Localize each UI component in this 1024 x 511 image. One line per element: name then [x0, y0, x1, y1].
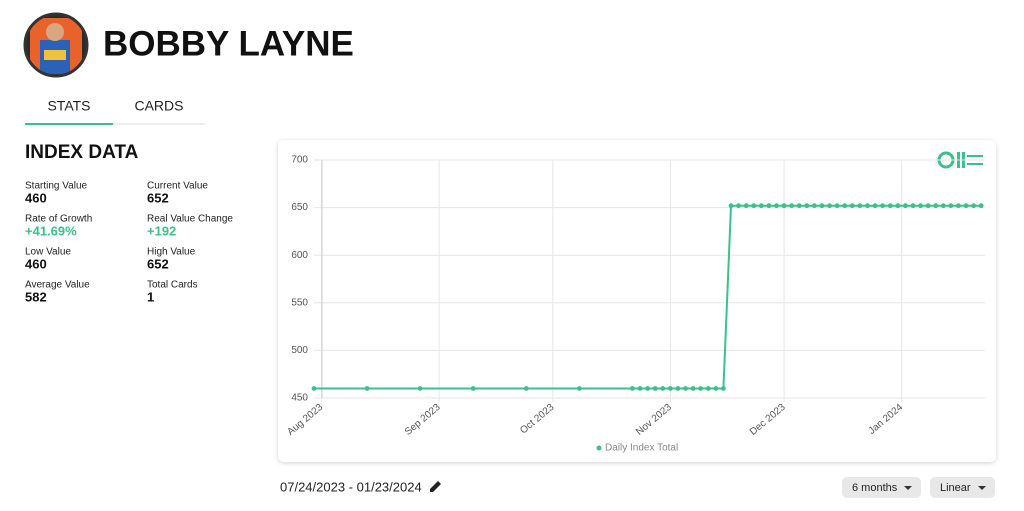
data-point: [781, 203, 787, 209]
period-label: 6 months: [852, 482, 898, 494]
stat-label: Total Cards: [147, 280, 198, 291]
legend-marker: [596, 445, 602, 451]
chart-card: [278, 140, 996, 462]
data-point: [667, 386, 673, 391]
data-point: [523, 386, 529, 391]
data-point: [910, 203, 916, 209]
data-point: [675, 386, 681, 391]
data-point: [645, 386, 651, 391]
data-point: [872, 203, 878, 209]
stat-label: Rate of Growth: [25, 214, 92, 225]
date-range: 07/24/2023 - 01/23/2024: [280, 479, 422, 494]
edit-icon[interactable]: [430, 481, 441, 492]
tab[interactable]: CARDS: [134, 98, 183, 114]
data-point: [766, 203, 772, 209]
data-point: [713, 386, 719, 391]
data-point: [978, 203, 984, 209]
data-point: [758, 203, 764, 209]
dropdown-arrow: [978, 486, 986, 490]
data-point: [804, 203, 810, 209]
stat-label: Current Value: [147, 181, 208, 192]
data-point: [948, 203, 954, 209]
stat-value: +192: [147, 223, 176, 238]
y-tick-label: 450: [291, 393, 308, 404]
data-point: [971, 203, 977, 209]
data-point: [311, 386, 317, 391]
data-point: [637, 386, 643, 391]
stat-label: Average Value: [25, 280, 90, 291]
data-point: [834, 203, 840, 209]
data-point: [925, 203, 931, 209]
data-point: [902, 203, 908, 209]
data-point: [963, 203, 969, 209]
y-tick-label: 700: [291, 155, 308, 166]
data-point: [576, 386, 582, 391]
data-point: [751, 203, 757, 209]
data-point: [857, 203, 863, 209]
data-point: [827, 203, 832, 209]
data-point: [736, 203, 741, 209]
stat-label: High Value: [147, 247, 196, 258]
data-point: [417, 386, 423, 391]
player-name: BOBBY LAYNE: [103, 24, 354, 63]
data-point: [690, 386, 696, 391]
stat-value: 1: [147, 289, 154, 304]
legend-label: Daily Index Total: [605, 443, 678, 454]
stat-label: Low Value: [25, 247, 71, 258]
tab[interactable]: STATS: [47, 98, 90, 114]
scale-label: Linear: [940, 482, 971, 494]
stat-value: 652: [147, 256, 169, 271]
period-select[interactable]: [842, 477, 921, 498]
data-point: [865, 203, 870, 209]
data-point: [705, 386, 711, 391]
data-point: [819, 203, 825, 209]
stat-value: +41.69%: [25, 223, 77, 238]
data-point: [842, 203, 848, 209]
data-point: [940, 203, 946, 209]
y-tick-label: 550: [291, 297, 308, 308]
data-point: [743, 203, 749, 209]
data-point: [933, 203, 939, 209]
data-point: [698, 386, 704, 391]
data-point: [789, 203, 795, 209]
data-point: [728, 203, 734, 209]
data-point: [796, 203, 802, 209]
stat-value: 652: [147, 190, 169, 205]
data-point: [721, 386, 726, 391]
avatar: [23, 12, 89, 78]
section-title: INDEX DATA: [25, 142, 139, 163]
data-point: [774, 203, 779, 209]
data-point: [652, 386, 658, 391]
data-point: [918, 203, 923, 209]
data-point: [470, 386, 476, 391]
stat-label: Starting Value: [25, 181, 88, 192]
stat-value: 460: [25, 256, 47, 271]
data-point: [880, 203, 886, 209]
data-point: [812, 203, 817, 209]
dropdown-arrow: [904, 486, 912, 490]
data-point: [956, 203, 961, 209]
data-point: [895, 203, 901, 209]
y-tick-label: 500: [291, 345, 308, 356]
stat-value: 582: [25, 289, 47, 304]
stat-value: 460: [25, 190, 47, 205]
data-point: [364, 386, 370, 391]
y-tick-label: 600: [291, 250, 308, 261]
y-tick-label: 650: [291, 202, 308, 213]
data-point: [683, 386, 688, 391]
scale-select[interactable]: [930, 477, 995, 498]
stat-label: Real Value Change: [147, 214, 233, 225]
data-point: [887, 203, 893, 209]
data-point: [660, 386, 666, 391]
data-point: [849, 203, 855, 209]
data-point: [630, 386, 635, 391]
